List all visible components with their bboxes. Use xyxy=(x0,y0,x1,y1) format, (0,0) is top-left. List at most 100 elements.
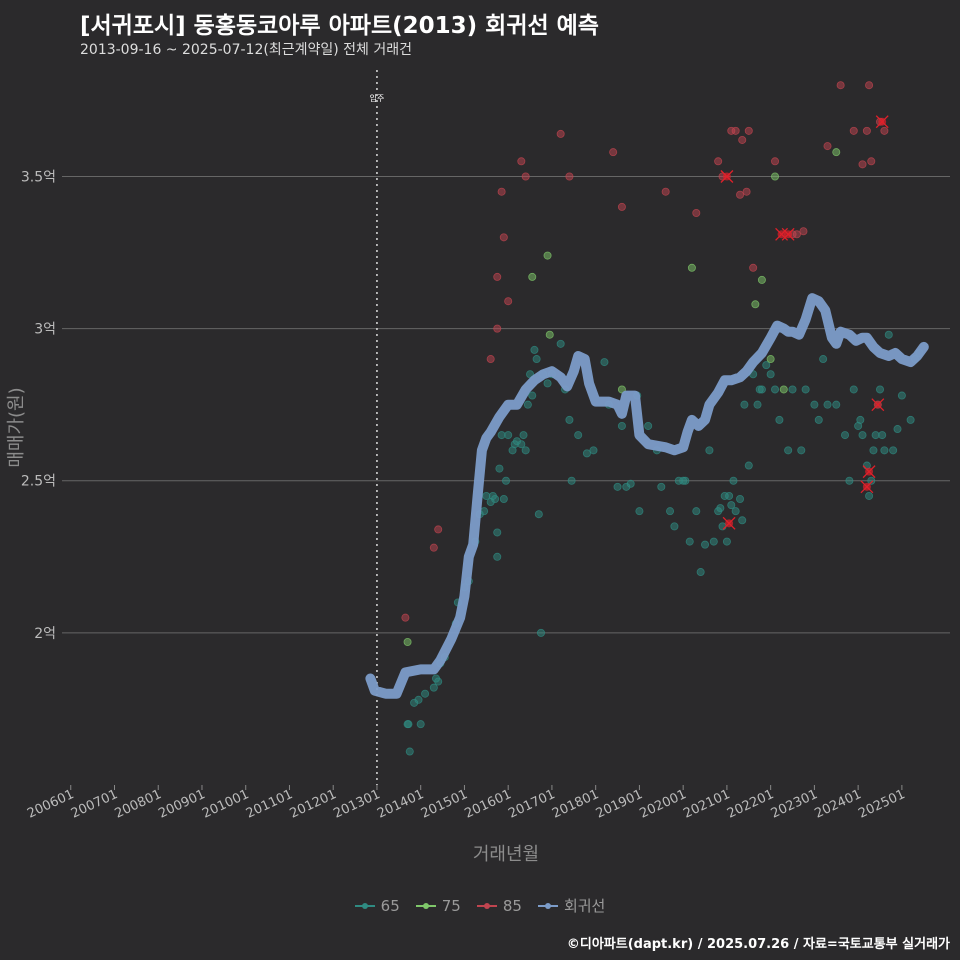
point-65 xyxy=(897,391,906,400)
point-65 xyxy=(528,391,537,400)
x-tick-label: 201301 xyxy=(331,787,382,822)
y-tick-label: 3억 xyxy=(34,322,56,338)
point-65 xyxy=(405,747,414,756)
y-tick-label: 3.5억 xyxy=(21,169,56,185)
point-65 xyxy=(845,476,854,485)
highlighted-point xyxy=(775,227,789,241)
point-65 xyxy=(810,400,819,409)
point-65 xyxy=(504,431,513,440)
point-75 xyxy=(757,275,766,284)
move-in-annotation: 입주 xyxy=(370,70,385,785)
highlight-cross xyxy=(781,227,795,241)
point-75 xyxy=(771,172,780,181)
point-65 xyxy=(499,494,508,503)
point-65 xyxy=(884,330,893,339)
highlight-cross xyxy=(871,398,885,412)
highlight-cross xyxy=(875,115,889,129)
legend-key-icon xyxy=(415,900,436,912)
point-65 xyxy=(534,510,543,519)
point-75 xyxy=(779,385,788,394)
point-85 xyxy=(744,126,753,135)
point-85 xyxy=(849,126,858,135)
point-65 xyxy=(757,385,766,394)
point-65 xyxy=(753,400,762,409)
legend-label: 회귀선 xyxy=(563,897,606,915)
point-85 xyxy=(517,157,526,166)
point-65 xyxy=(589,446,598,455)
legend-label: 65 xyxy=(380,896,400,915)
x-tick-label: 200601 xyxy=(25,787,76,822)
x-tick-label: 202501 xyxy=(856,787,907,822)
x-tick-label: 201001 xyxy=(200,787,251,822)
point-65 xyxy=(878,431,887,440)
point-65 xyxy=(880,446,889,455)
point-65 xyxy=(497,431,506,440)
point-65 xyxy=(532,355,541,364)
point-65 xyxy=(869,446,878,455)
point-65 xyxy=(480,507,489,516)
point-65 xyxy=(867,476,876,485)
point-85 xyxy=(497,187,506,196)
point-65 xyxy=(517,440,526,449)
point-85 xyxy=(823,142,832,151)
point-65 xyxy=(727,501,736,510)
point-85 xyxy=(862,126,871,135)
annotation-label: 입주 xyxy=(370,94,385,103)
point-85 xyxy=(504,297,513,306)
point-85 xyxy=(858,160,867,169)
x-tick-label: 201901 xyxy=(594,787,645,822)
point-65 xyxy=(709,537,718,546)
point-75 xyxy=(543,251,552,260)
x-tick-label: 201701 xyxy=(506,787,557,822)
point-65 xyxy=(567,476,576,485)
point-85 xyxy=(493,272,502,281)
point-65 xyxy=(832,400,841,409)
point-65 xyxy=(865,491,874,500)
point-65 xyxy=(814,415,823,424)
x-tick-label: 201101 xyxy=(244,787,295,822)
x-tick-label: 202001 xyxy=(638,787,689,822)
point-85 xyxy=(738,135,747,144)
legend-label: 85 xyxy=(502,896,522,915)
point-65 xyxy=(893,425,902,434)
point-85 xyxy=(799,227,808,236)
point-65 xyxy=(681,476,690,485)
x-tick-label: 200701 xyxy=(69,787,120,822)
point-65 xyxy=(493,528,502,537)
point-65 xyxy=(434,677,443,686)
point-65 xyxy=(501,476,510,485)
point-85 xyxy=(692,208,701,217)
point-85 xyxy=(714,157,723,166)
point-65 xyxy=(617,421,626,430)
point-75 xyxy=(766,355,775,364)
axis-labels: 2억 2.5억 3억 3.5억 2006012007012008012009012010… xyxy=(6,169,908,865)
point-85 xyxy=(499,233,508,242)
point-65 xyxy=(696,568,705,577)
highlighted-point xyxy=(722,516,736,530)
point-75 xyxy=(832,148,841,157)
point-85 xyxy=(661,187,670,196)
point-65 xyxy=(536,628,545,637)
point-65 xyxy=(543,379,552,388)
point-85 xyxy=(565,172,574,181)
x-tick-label: 200801 xyxy=(113,787,164,822)
point-65 xyxy=(404,720,413,729)
highlight-cross xyxy=(720,170,734,183)
point-85 xyxy=(617,202,626,211)
point-85 xyxy=(771,157,780,166)
point-65 xyxy=(740,400,749,409)
y-tick-label: 2.5억 xyxy=(21,474,56,490)
point-75 xyxy=(617,385,626,394)
point-65 xyxy=(722,537,731,546)
x-tick-label: 201501 xyxy=(419,787,470,822)
chart-title: [서귀포시] 동홍동코아루 아파트(2013) 회귀선 예측 xyxy=(80,13,599,39)
legend-item-s65: 65 xyxy=(354,896,400,915)
x-tick-label: 202201 xyxy=(725,787,776,822)
point-75 xyxy=(528,272,537,281)
x-tick-label: 201201 xyxy=(288,787,339,822)
point-65 xyxy=(762,361,771,370)
point-65 xyxy=(705,446,714,455)
point-65 xyxy=(493,552,502,561)
legend-key-icon xyxy=(354,900,375,912)
x-tick-label: 200901 xyxy=(156,787,207,822)
